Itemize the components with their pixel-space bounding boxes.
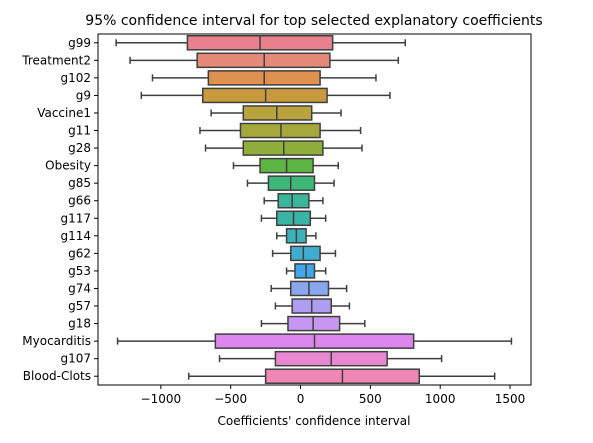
box-g107 — [218, 350, 443, 367]
box-g66 — [263, 192, 324, 209]
box-g57 — [274, 298, 351, 314]
plot-frame — [97, 33, 532, 386]
y-tick-label: g62 — [68, 246, 91, 260]
box-g28 — [204, 140, 363, 156]
y-tick-label: Obesity — [45, 159, 91, 173]
box-g62 — [271, 245, 337, 262]
chart-title: 95% confidence interval for top selected… — [85, 13, 542, 29]
box-g102 — [151, 70, 377, 86]
box-g114 — [276, 228, 317, 244]
y-tick-label: g85 — [68, 176, 91, 190]
x-tick-label: 500 — [359, 392, 382, 406]
plot-area — [115, 35, 513, 384]
box-g18 — [260, 315, 366, 332]
y-tick-label: Myocarditis — [22, 334, 91, 348]
x-tick-label: 1000 — [425, 392, 456, 406]
box-g53 — [285, 263, 327, 279]
x-axis-label: Coefficients' confidence interval — [218, 414, 411, 428]
box-g85 — [246, 175, 335, 191]
box-g99 — [115, 35, 407, 51]
box-g11 — [199, 122, 362, 139]
y-tick-label: g74 — [68, 281, 91, 295]
y-tick-label: g114 — [60, 229, 91, 243]
x-tick-label: −500 — [214, 392, 247, 406]
box-g9 — [140, 87, 391, 104]
y-tick-label: g11 — [68, 124, 91, 138]
y-tick-label: g9 — [76, 88, 91, 102]
y-tick-label: g18 — [68, 317, 91, 331]
y-tick-label: g66 — [68, 194, 91, 208]
y-tick-label: g28 — [68, 141, 91, 155]
box-myocarditis — [116, 333, 513, 349]
x-tick-label: −1000 — [141, 392, 182, 406]
box-treatment2 — [129, 52, 400, 69]
y-tick-label: Vaccine1 — [37, 106, 91, 120]
box-vaccine1 — [210, 105, 342, 121]
y-axis: g99 Treatment2 g102 g9 Vaccine1 g11 g28 Obesity… — [21, 36, 98, 383]
box-blood-clots — [188, 368, 496, 384]
box-iqr — [294, 263, 316, 279]
box-g117 — [260, 210, 327, 227]
y-tick-label: g99 — [68, 36, 91, 50]
y-tick-label: g102 — [60, 71, 91, 85]
y-tick-label: Blood-Clots — [23, 369, 91, 383]
x-tick-label: 1500 — [495, 392, 526, 406]
box-iqr — [290, 245, 321, 262]
x-axis: −1000 −500 0 500 1000 1500 — [141, 385, 526, 406]
y-tick-label: g53 — [68, 264, 91, 278]
x-tick-label: 0 — [297, 392, 305, 406]
y-tick-label: g57 — [68, 299, 91, 313]
box-obesity — [232, 157, 339, 174]
box-iqr — [277, 192, 310, 209]
y-tick-label: Treatment2 — [21, 53, 91, 67]
y-tick-label: g107 — [60, 352, 91, 366]
box-g74 — [270, 280, 348, 297]
y-tick-label: g117 — [60, 211, 91, 225]
